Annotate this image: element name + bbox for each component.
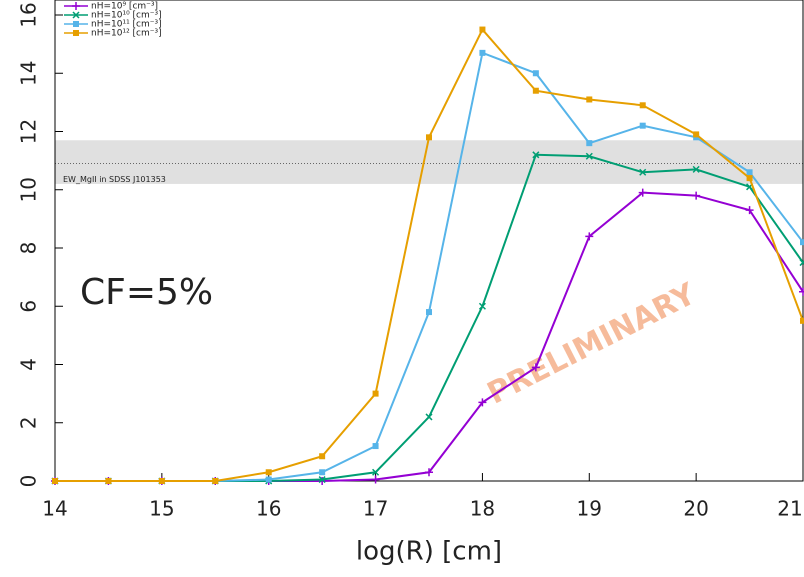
point xyxy=(426,309,432,316)
point xyxy=(639,102,646,109)
point xyxy=(318,476,326,484)
point xyxy=(638,188,647,197)
y-tick-label: 12 xyxy=(17,119,41,144)
annotation: CF=5% xyxy=(80,272,213,313)
legend-label: nH=10⁹ [cm⁻³] xyxy=(91,2,158,12)
x-tick-label: 15 xyxy=(149,497,174,521)
point xyxy=(479,49,486,56)
series-line xyxy=(55,27,804,482)
point xyxy=(799,259,804,267)
point xyxy=(639,168,647,176)
legend-label: nH=10¹¹ [cm⁻³] xyxy=(91,20,162,30)
point xyxy=(746,169,753,176)
point xyxy=(318,477,327,485)
point xyxy=(586,140,593,147)
point xyxy=(478,398,487,407)
legend-label: nH=10¹² [cm⁻³] xyxy=(91,29,162,39)
x-axis-label: log(R) [cm] xyxy=(356,537,502,567)
x-tick-label: 19 xyxy=(577,497,602,521)
series-line xyxy=(55,153,804,482)
point xyxy=(532,70,539,77)
y-tick-label: 2 xyxy=(17,416,41,429)
point xyxy=(372,468,380,476)
x-tick-label: 14 xyxy=(42,497,67,521)
point xyxy=(371,475,380,484)
point xyxy=(426,134,432,141)
point xyxy=(319,453,326,460)
x-tick-label: 21 xyxy=(777,497,802,521)
point xyxy=(478,302,486,310)
point xyxy=(52,478,58,484)
y-tick-label: 4 xyxy=(17,358,41,371)
point xyxy=(532,151,540,159)
y-tick-label: 8 xyxy=(17,242,41,255)
legend-marker xyxy=(72,2,80,10)
band-label: EW_MgII in SDSS J101353 xyxy=(63,175,166,184)
point xyxy=(265,476,272,483)
point xyxy=(372,390,379,397)
watermark: PRELIMINARY xyxy=(482,276,703,411)
x-tick-label: 17 xyxy=(363,497,388,521)
y-tick-label: 16 xyxy=(17,2,41,27)
point xyxy=(799,287,804,296)
point xyxy=(745,206,754,215)
point xyxy=(212,478,219,484)
point xyxy=(585,152,593,160)
point xyxy=(639,122,646,129)
point xyxy=(692,165,700,173)
point xyxy=(692,191,701,200)
point xyxy=(693,131,700,138)
point xyxy=(585,232,594,241)
point xyxy=(319,469,326,476)
legend-marker xyxy=(73,30,79,36)
y-tick-label: 10 xyxy=(17,177,41,202)
point xyxy=(586,96,593,103)
point xyxy=(158,478,165,484)
x-tick-label: 16 xyxy=(256,497,281,521)
y-tick-label: 14 xyxy=(17,61,41,86)
point xyxy=(800,317,804,324)
point xyxy=(746,175,753,182)
reference-band xyxy=(55,140,803,184)
point xyxy=(532,87,539,94)
series-line xyxy=(55,191,804,482)
x-tick-label: 18 xyxy=(470,497,495,521)
legend-marker xyxy=(73,21,79,27)
point xyxy=(372,443,379,450)
y-tick-label: 6 xyxy=(17,300,41,313)
point xyxy=(800,239,804,246)
point xyxy=(425,413,433,421)
point xyxy=(105,478,112,484)
point xyxy=(265,469,272,476)
point xyxy=(531,363,540,372)
plot-frame xyxy=(54,0,804,482)
point xyxy=(425,468,433,477)
legend-label: nH=10¹⁰ [cm⁻³] xyxy=(91,11,162,21)
y-tick-label: 0 xyxy=(17,475,41,488)
point xyxy=(479,26,486,33)
x-tick-label: 20 xyxy=(683,497,708,521)
legend-marker xyxy=(72,11,80,19)
